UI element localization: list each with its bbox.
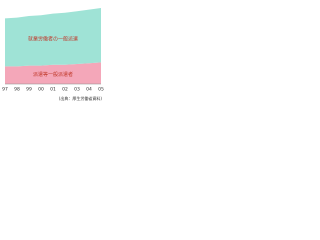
area	[5, 62, 101, 84]
area-label: 派遣等一般派遣者	[33, 71, 73, 78]
source-note: (出典：厚生労働省資料)	[59, 95, 103, 101]
x-tick-label: 00	[38, 87, 44, 93]
area-label: 就業労働者の一般派遣	[28, 36, 78, 43]
x-tick-label: 99	[26, 87, 32, 93]
x-tick-label: 04	[86, 87, 92, 93]
x-tick-label: 03	[74, 87, 80, 93]
x-tick-label: 98	[14, 87, 20, 93]
x-tick-label: 01	[50, 87, 56, 93]
x-tick-label: 02	[62, 87, 68, 93]
x-tick-label: 97	[2, 87, 8, 93]
x-tick-label: 05	[98, 87, 104, 93]
area	[5, 8, 101, 67]
